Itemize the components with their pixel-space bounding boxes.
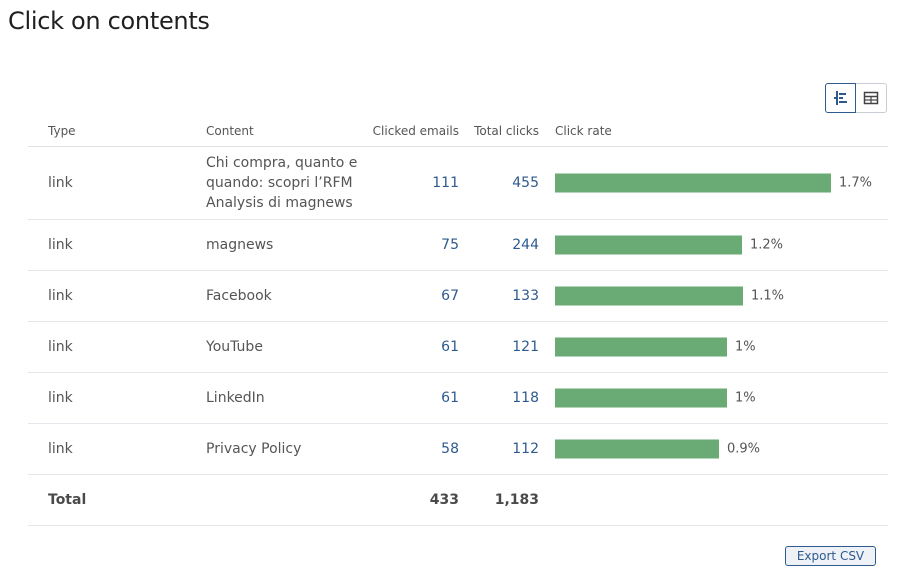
click-rate-cell: 1.7% xyxy=(555,173,873,193)
click-rate-label: 0.9% xyxy=(727,441,761,457)
page-title: Click on contents xyxy=(8,7,210,35)
chart-view-button[interactable] xyxy=(825,83,856,113)
row-content-link[interactable]: Privacy Policy xyxy=(206,441,302,457)
click-rate-cell: 1% xyxy=(555,388,756,408)
row-type: link xyxy=(48,237,73,253)
row-type: link xyxy=(48,390,73,406)
row-content-link[interactable]: YouTube xyxy=(206,339,263,355)
row-content-link[interactable]: Chi compra, quanto e quando: scopri l’RF… xyxy=(206,155,358,211)
view-toggle xyxy=(825,83,887,115)
row-type: link xyxy=(48,175,73,191)
row-clicked-emails[interactable]: 58 xyxy=(441,441,459,457)
row-clicked-emails[interactable]: 111 xyxy=(432,175,459,191)
table-row: link magnews 75 244 1.2% xyxy=(28,220,888,271)
table-view-button[interactable] xyxy=(856,83,887,113)
column-header-type: Type xyxy=(48,124,76,138)
row-total-clicks[interactable]: 133 xyxy=(512,288,539,304)
click-rate-bar xyxy=(555,439,719,459)
row-content-link[interactable]: magnews xyxy=(206,237,274,253)
total-label: Total xyxy=(48,492,87,508)
column-header-click-rate: Click rate xyxy=(555,124,612,138)
row-total-clicks[interactable]: 244 xyxy=(512,237,539,253)
click-rate-bar xyxy=(555,286,743,306)
row-content-link[interactable]: LinkedIn xyxy=(206,390,265,406)
table-row: link Privacy Policy 58 112 0.9% xyxy=(28,424,888,475)
table-row: link Facebook 67 133 1.1% xyxy=(28,271,888,322)
row-type: link xyxy=(48,441,73,457)
row-clicked-emails[interactable]: 61 xyxy=(441,339,459,355)
row-type: link xyxy=(48,288,73,304)
click-rate-cell: 1.2% xyxy=(555,235,784,255)
table-icon xyxy=(863,91,879,105)
click-rate-cell: 0.9% xyxy=(555,439,761,459)
row-clicked-emails[interactable]: 61 xyxy=(441,390,459,406)
export-csv-button[interactable]: Export CSV xyxy=(785,546,876,566)
click-rate-bar xyxy=(555,388,727,408)
click-rate-label: 1.1% xyxy=(751,288,785,304)
table-row: link Chi compra, quanto e quando: scopri … xyxy=(28,147,888,220)
row-clicked-emails[interactable]: 67 xyxy=(441,288,459,304)
total-row: Total 433 1,183 xyxy=(28,475,888,526)
click-rate-label: 1.2% xyxy=(750,237,784,253)
row-clicked-emails[interactable]: 75 xyxy=(441,237,459,253)
row-total-clicks[interactable]: 112 xyxy=(512,441,539,457)
click-rate-cell: 1.1% xyxy=(555,286,785,306)
click-rate-bar xyxy=(555,337,727,357)
contents-table: Type Content Clicked emails Total clicks… xyxy=(28,118,888,526)
click-rate-label: 1.7% xyxy=(839,175,873,191)
table-row: link YouTube 61 121 1% xyxy=(28,322,888,373)
click-rate-label: 1% xyxy=(735,390,756,406)
click-rate-bar xyxy=(555,235,742,255)
table-row: link LinkedIn 61 118 1% xyxy=(28,373,888,424)
click-rate-bar xyxy=(555,173,831,193)
row-total-clicks[interactable]: 121 xyxy=(512,339,539,355)
column-header-total-clicks: Total clicks xyxy=(474,124,539,138)
total-total-clicks: 1,183 xyxy=(494,492,539,508)
click-rate-label: 1% xyxy=(735,339,756,355)
click-rate-cell: 1% xyxy=(555,337,756,357)
row-content-link[interactable]: Facebook xyxy=(206,288,272,304)
column-header-content: Content xyxy=(206,124,254,138)
bar-chart-icon xyxy=(833,91,847,105)
total-clicked-emails: 433 xyxy=(429,492,459,508)
row-total-clicks[interactable]: 118 xyxy=(512,390,539,406)
column-header-clicked-emails: Clicked emails xyxy=(372,124,459,138)
row-type: link xyxy=(48,339,73,355)
row-total-clicks[interactable]: 455 xyxy=(512,175,539,191)
table-header: Type Content Clicked emails Total clicks… xyxy=(28,118,888,147)
